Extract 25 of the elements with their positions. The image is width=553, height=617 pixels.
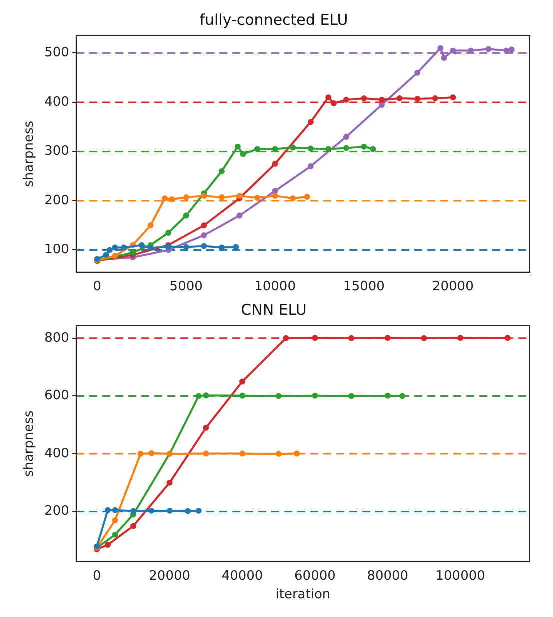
y-tick-label: 300 bbox=[44, 144, 70, 160]
x-tick-label: 15000 bbox=[344, 280, 385, 295]
x-tick-label: 80000 bbox=[367, 568, 409, 584]
chart-title: CNN ELU bbox=[241, 300, 307, 319]
x-axis-title: iteration bbox=[276, 588, 331, 603]
x-tick-label: 10000 bbox=[254, 280, 296, 295]
x-tick-label: 20000 bbox=[432, 280, 474, 295]
chart-title: fully-connected ELU bbox=[200, 10, 348, 29]
y-axis-title: sharpness bbox=[22, 410, 38, 478]
x-tick-label: 20000 bbox=[149, 568, 190, 584]
x-tick-label: 5000 bbox=[170, 280, 203, 295]
y-tick-label: 500 bbox=[44, 46, 70, 61]
y-tick-label: 100 bbox=[44, 242, 70, 258]
y-tick-label: 200 bbox=[44, 193, 70, 208]
x-tick-label: 60000 bbox=[294, 568, 336, 584]
x-tick-label: 100000 bbox=[436, 568, 486, 584]
y-tick-label: 800 bbox=[44, 330, 70, 346]
x-tick-label: 40000 bbox=[222, 568, 264, 584]
y-axis-title: sharpness bbox=[22, 120, 38, 188]
y-tick-label: 200 bbox=[44, 504, 70, 520]
x-tick-label: 0 bbox=[93, 280, 102, 295]
x-tick-label: 0 bbox=[92, 568, 102, 584]
y-tick-label: 400 bbox=[44, 94, 70, 110]
y-tick-label: 400 bbox=[44, 446, 70, 462]
y-tick-label: 600 bbox=[44, 388, 70, 404]
